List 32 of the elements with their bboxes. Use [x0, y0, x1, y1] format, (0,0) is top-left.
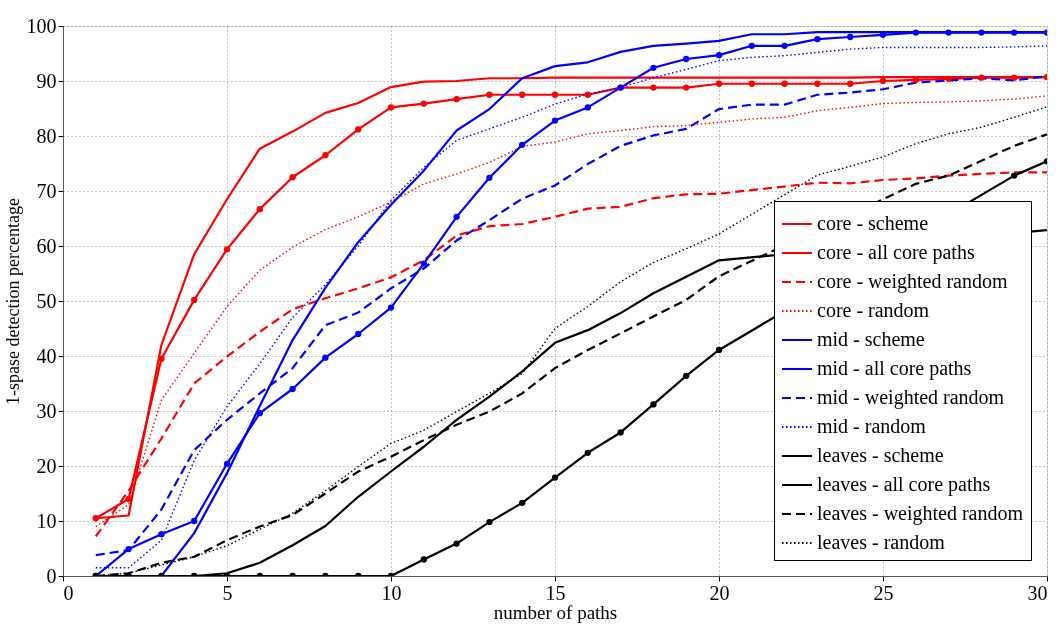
y-tick-label: 50: [36, 289, 57, 312]
x-tick-label: 10: [381, 581, 402, 604]
x-axis-title: number of paths: [493, 601, 618, 623]
legend-label: mid - random: [817, 415, 927, 437]
legend-label: mid - weighted random: [817, 386, 1005, 409]
y-tick-label: 60: [36, 234, 57, 257]
legend-label: leaves - all core paths: [817, 473, 991, 496]
y-tick-label: 70: [36, 179, 57, 202]
legend-label: leaves - random: [817, 531, 946, 553]
y-axis-title: 1-spase detection percentage: [2, 198, 23, 405]
x-tick-label: 20: [709, 581, 730, 604]
legend-label: core - weighted random: [817, 270, 1008, 293]
legend-label: mid - all core paths: [817, 357, 972, 380]
legend-label: mid - scheme: [817, 328, 925, 350]
y-tick-label: 80: [36, 124, 57, 147]
y-tick-label: 40: [36, 344, 57, 367]
legend-label: core - scheme: [817, 212, 929, 234]
legend-label: leaves - scheme: [817, 444, 944, 466]
y-tick-label: 30: [36, 399, 57, 422]
x-tick-label: 5: [222, 581, 233, 604]
y-tick-label: 100: [26, 14, 57, 37]
legend-label: core - all core paths: [817, 241, 975, 264]
y-tick-label: 10: [36, 509, 57, 532]
x-tick-label: 0: [63, 581, 74, 604]
x-tick-label: 25: [873, 581, 894, 604]
y-tick-label: 90: [36, 69, 57, 92]
x-tick-label: 30: [1027, 581, 1048, 604]
y-tick-label: 20: [36, 454, 57, 477]
legend-label: core - random: [817, 299, 930, 321]
y-tick-label: 0: [46, 564, 57, 587]
x-tick-label: 15: [545, 581, 566, 604]
legend-label: leaves - weighted random: [817, 502, 1024, 525]
